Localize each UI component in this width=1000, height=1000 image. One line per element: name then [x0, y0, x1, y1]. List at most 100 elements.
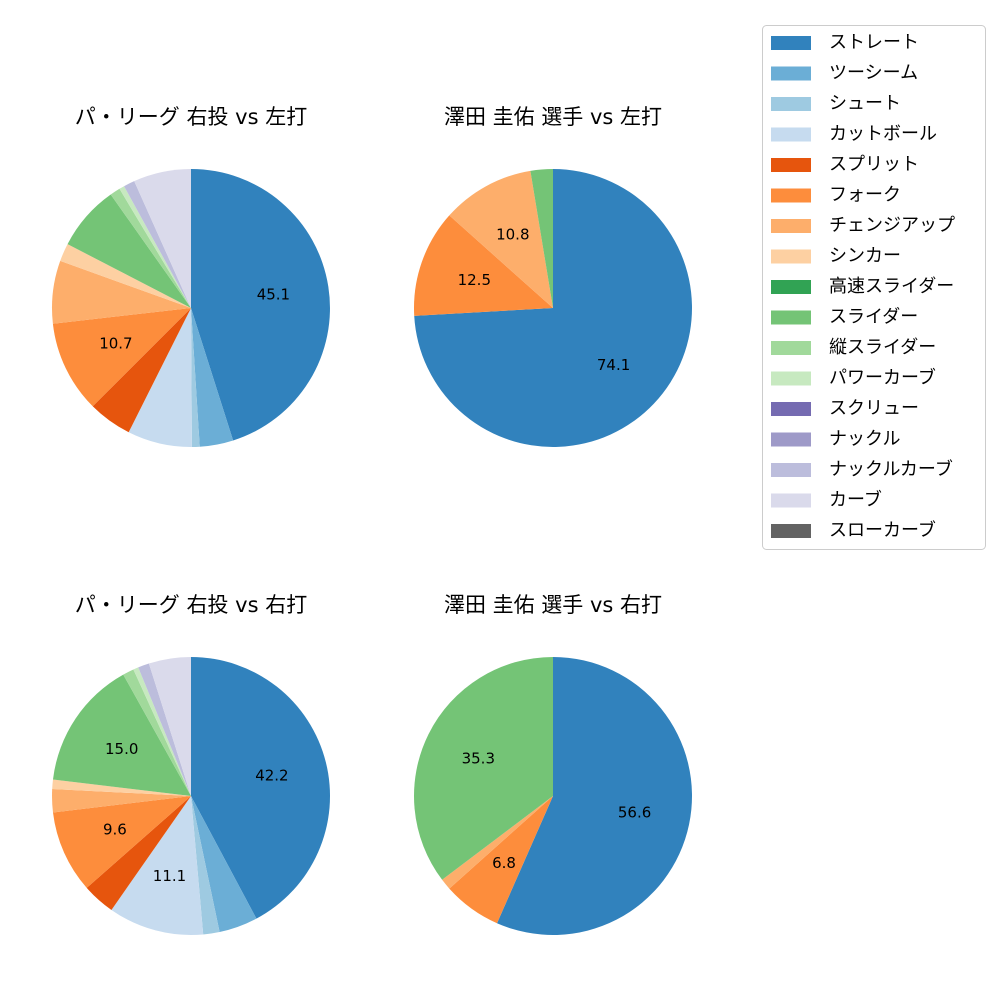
legend-label: 縦スライダー: [829, 337, 936, 358]
pie-slice: [191, 308, 200, 447]
slice-value-label: 35.3: [462, 749, 495, 767]
slice-value-label: 10.8: [496, 225, 529, 243]
legend-swatch: [771, 66, 811, 81]
legend-swatch: [771, 280, 811, 294]
pie-slice: [52, 260, 192, 324]
legend-swatch: [771, 432, 811, 447]
pie-slice: [92, 308, 191, 433]
pie-chart-1: パ・リーグ 右投 vs 左打 45.1 10.7: [52, 105, 330, 448]
legend-label: 高速スライダー: [829, 276, 954, 297]
legend-item: カーブ: [771, 489, 882, 511]
pie-slice: [191, 796, 257, 933]
slice-value-label: 11.1: [153, 867, 186, 885]
pie-slice: [110, 188, 191, 308]
legend: ストレートツーシームシュートカットボールスプリットフォークチェンジアップシンカー…: [762, 25, 986, 550]
pie-slice: [414, 657, 553, 880]
slice-value-label: 42.2: [255, 766, 288, 784]
pie-slice: [191, 169, 330, 441]
legend-frame: [762, 25, 986, 550]
legend-label: フォーク: [829, 185, 901, 206]
slice-value-label: 74.1: [597, 356, 630, 374]
pie-slice: [191, 308, 234, 447]
chart-title: 澤田 圭佑 選手 vs 右打: [444, 593, 662, 617]
pie-slice: [52, 674, 191, 796]
chart-title: 澤田 圭佑 選手 vs 左打: [444, 105, 662, 129]
legend-label: ストレート: [829, 32, 919, 53]
pie-charts: パ・リーグ 右投 vs 左打 45.1 10.7 澤田 圭佑 選手 vs 左打 74.1…: [52, 105, 693, 935]
legend-label: シンカー: [829, 246, 901, 267]
pie-slice: [530, 169, 553, 308]
pie-slice: [413, 215, 553, 316]
legend-item: チェンジアップ: [771, 215, 955, 236]
pie-slice: [128, 308, 192, 448]
pie-slice: [119, 186, 191, 308]
pie-slice: [449, 796, 553, 924]
pie-slice: [138, 663, 191, 796]
legend-item: シュート: [771, 93, 901, 114]
chart-title: パ・リーグ 右投 vs 左打: [75, 105, 307, 129]
legend-item: ナックル: [771, 429, 900, 450]
slice-value-label: 10.7: [99, 335, 132, 353]
pie-slice: [86, 796, 191, 910]
pie-slice: [497, 657, 693, 935]
pie-slice: [123, 669, 191, 796]
legend-label: カットボール: [829, 124, 937, 145]
legend-swatch: [771, 249, 811, 264]
pie-slice: [133, 667, 191, 796]
legend-item: ツーシーム: [771, 63, 918, 84]
legend-label: スプリット: [829, 154, 919, 175]
pie-slice: [442, 796, 553, 889]
legend-swatch: [771, 371, 811, 386]
legend-label: ツーシーム: [829, 63, 918, 84]
pie-slice: [52, 796, 191, 888]
legend-label: パワーカーブ: [829, 367, 936, 389]
pie-slice: [111, 796, 204, 935]
legend-swatch: [771, 219, 811, 233]
slice-value-label: 56.6: [618, 804, 651, 822]
legend-swatch: [771, 127, 811, 142]
slice-value-label: 45.1: [257, 286, 290, 304]
legend-label: ナックルカーブ: [829, 458, 953, 480]
legend-item: スローカーブ: [771, 519, 936, 541]
legend-swatch: [771, 158, 811, 172]
legend-item: 高速スライダー: [771, 276, 954, 297]
pie-chart-3: パ・リーグ 右投 vs 右打 42.2 11.1 9.6 15.0: [52, 593, 331, 935]
legend-item: フォーク: [771, 185, 901, 206]
pie-slice: [52, 779, 192, 796]
legend-swatch: [771, 36, 811, 50]
legend-item: ナックルカーブ: [771, 458, 953, 480]
pie-slice: [134, 169, 191, 308]
legend-label: シュート: [829, 93, 901, 114]
pie-slice: [191, 657, 331, 919]
pie-slice: [67, 194, 191, 308]
legend-item: シンカー: [771, 246, 901, 267]
slice-value-label: 6.8: [492, 854, 516, 872]
pie-slice: [52, 308, 191, 407]
legend-swatch: [771, 493, 811, 508]
legend-swatch: [771, 97, 811, 111]
legend-label: スライダー: [829, 307, 918, 328]
legend-item: スクリュー: [771, 398, 919, 419]
slice-value-label: 15.0: [105, 740, 138, 758]
legend-label: チェンジアップ: [829, 215, 955, 236]
legend-item: パワーカーブ: [771, 367, 936, 389]
pie-slice: [60, 244, 191, 308]
pie-slice: [191, 796, 220, 935]
legend-label: ナックル: [829, 429, 900, 450]
legend-label: カーブ: [829, 489, 882, 511]
legend-swatch: [771, 402, 811, 416]
legend-label: スローカーブ: [829, 519, 936, 541]
legend-item: 縦スライダー: [771, 337, 936, 358]
legend-swatch: [771, 188, 811, 203]
pie-slice: [148, 657, 191, 796]
pie-chart-2: 澤田 圭佑 選手 vs 左打 74.1 12.5 10.8: [413, 105, 692, 447]
pie-chart-4: 澤田 圭佑 選手 vs 右打 56.6 6.8 35.3: [414, 593, 693, 935]
legend-item: スプリット: [771, 154, 919, 175]
legend-swatch: [771, 341, 811, 355]
legend-swatch: [771, 463, 811, 477]
legend-label: スクリュー: [829, 398, 919, 419]
pie-slice: [414, 169, 692, 447]
chart-title: パ・リーグ 右投 vs 右打: [75, 593, 307, 617]
pie-slice: [449, 170, 553, 308]
legend-item: スライダー: [771, 307, 918, 328]
